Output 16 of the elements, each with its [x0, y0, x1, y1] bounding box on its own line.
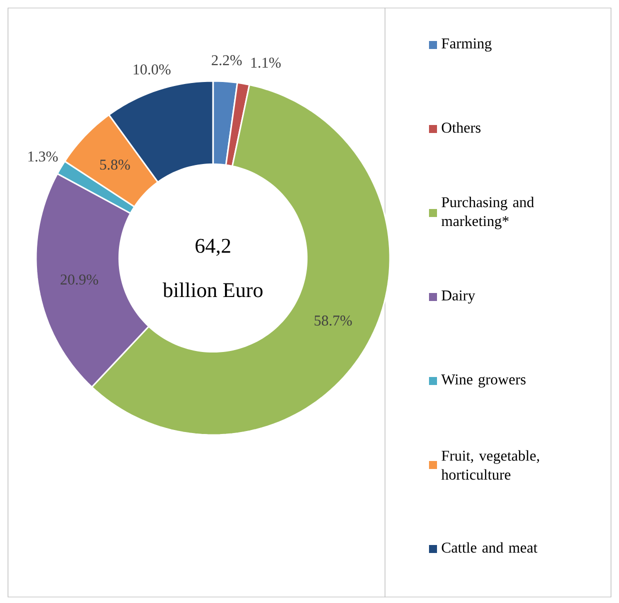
text: billion Euro	[162, 282, 262, 298]
data-label: 1.1%	[251, 58, 281, 68]
legend-label: Wine growers	[441, 374, 526, 388]
data-label: 20.9%	[60, 274, 98, 285]
text: 64,2	[196, 238, 230, 256]
data-label: 58.7%	[314, 316, 352, 326]
data-label: 2.2%	[212, 55, 242, 66]
legend-label: Others	[442, 122, 480, 133]
data-label: 10.0%	[134, 64, 171, 75]
data-label: 5.8%	[100, 160, 130, 170]
legend-label: Purchasing and marketing*	[442, 196, 534, 230]
legend-label: Farming	[442, 38, 492, 52]
data-label: 1.3%	[28, 151, 58, 162]
legend-label: Cattle and meat	[442, 542, 538, 553]
legend-label: Dairy	[442, 290, 476, 304]
legend-label: Fruit, vegetable, horticulture	[441, 450, 540, 480]
